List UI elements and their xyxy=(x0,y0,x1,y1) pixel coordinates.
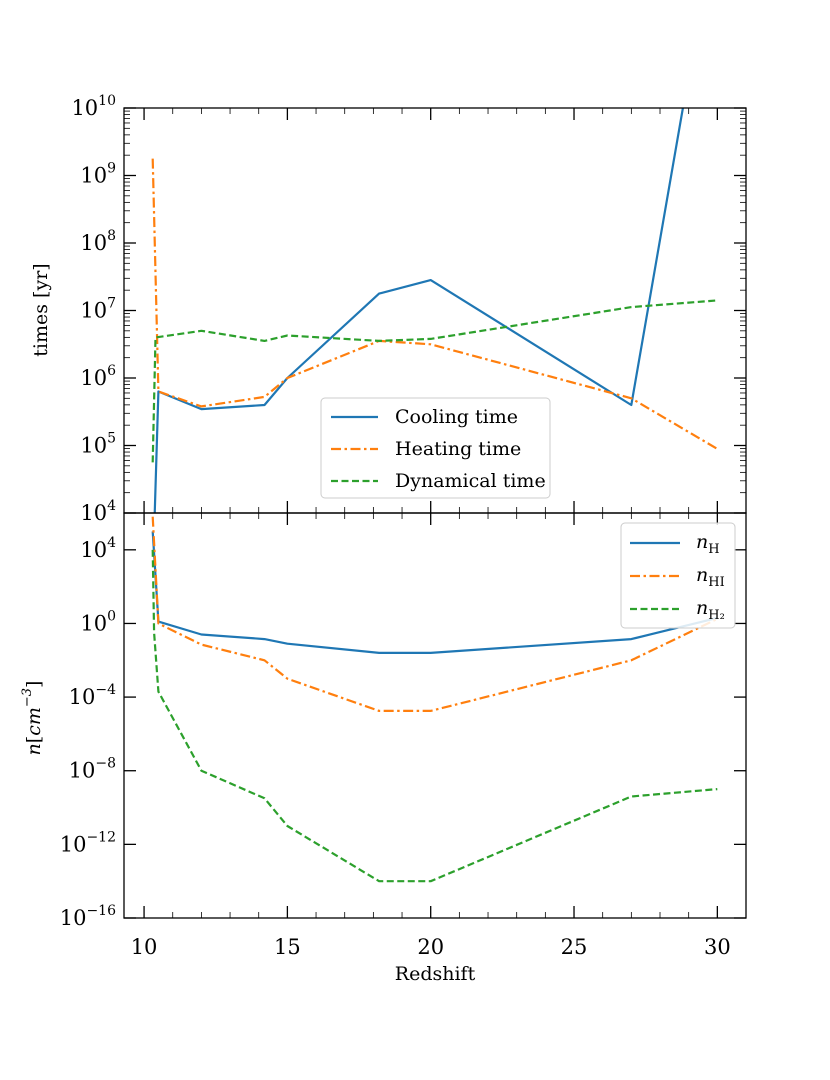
legend-label: nHI xyxy=(696,564,725,590)
legend-box xyxy=(320,397,551,499)
y-tick-label: 109 xyxy=(80,161,116,188)
x-tick-label: 15 xyxy=(274,935,301,959)
legend-times: Cooling time Heating time Dynamical time xyxy=(320,397,551,499)
legend-label: Dynamical time xyxy=(395,470,546,492)
y-tick-label: 10−4 xyxy=(69,682,116,709)
series-line-heating-time xyxy=(151,158,718,450)
series-line-nh xyxy=(151,531,718,655)
axes-frame xyxy=(123,512,747,919)
y-tick-label: 107 xyxy=(80,296,116,323)
series-line-nh2 xyxy=(151,549,718,883)
legend-label: Heating time xyxy=(395,438,521,460)
legend-label: nH₂ xyxy=(696,597,725,623)
x-tick-label: 10 xyxy=(131,935,158,959)
x-tick-label: 25 xyxy=(561,935,588,959)
y-tick-label: 105 xyxy=(80,431,116,458)
series-line-cooling-time xyxy=(153,108,685,513)
bottom-y-axis-label: n[cm−3] xyxy=(20,681,45,756)
y-tick-label: 108 xyxy=(80,228,116,255)
top-panel-times: 104 105 106 107 108 109 1010 Cooling time Heatin… xyxy=(71,93,747,525)
y-tick-label: 1010 xyxy=(71,93,116,120)
legend-label: nH xyxy=(696,531,720,557)
y-tick-label: 106 xyxy=(80,363,116,390)
y-tick-label: 104 xyxy=(80,498,116,525)
legend-label: Cooling time xyxy=(395,406,518,428)
x-tick-label: 30 xyxy=(704,935,731,959)
y-tick-label: 10−16 xyxy=(60,903,116,930)
series-line-dynamical-time xyxy=(151,299,718,463)
y-tick-label: 10−8 xyxy=(69,756,116,783)
legend-density: nH nHI nH₂ xyxy=(620,522,736,629)
series-line-nhi xyxy=(151,516,718,713)
x-axis-label: Redshift xyxy=(395,963,476,985)
y-tick-label: 10−12 xyxy=(60,829,116,856)
x-tick-label: 20 xyxy=(417,935,444,959)
y-tick-label: 104 xyxy=(80,535,116,562)
y-tick-label: 100 xyxy=(80,608,116,635)
top-y-axis-label: times [yr] xyxy=(30,263,52,356)
